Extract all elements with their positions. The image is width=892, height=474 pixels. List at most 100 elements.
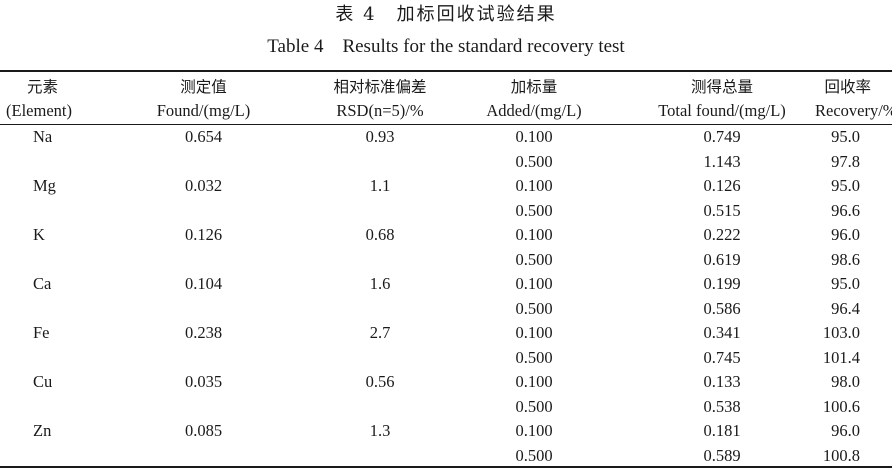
total-found-cell: 1.143 [703,151,741,171]
found-cell: 0.238 [184,323,223,342]
total-found-cell: 0.181 [703,421,741,440]
header-total-found: 测得总量 Total found/(mg/L) [629,74,815,124]
element-cell [0,297,86,322]
recovery-table: 元素 (Element) 测定值 Found/(mg/L) 相对标准偏差 RSD… [0,74,892,468]
added-cell: 0.500 [515,347,553,367]
total-found-cell: 0.199 [703,274,741,293]
found-cell: 0.126 [184,225,223,244]
header-found: 测定值 Found/(mg/L) [86,74,321,124]
element-cell: Ca [33,274,52,293]
rsd-cell [321,150,439,175]
rsd-cell: 0.56 [365,372,395,391]
table-row: Mg 0.032 1.1 0.100 0.126 95.0 [0,174,892,199]
found-cell: 0.654 [184,127,223,146]
recovery-cell: 103.0 [822,323,860,342]
total-found-cell: 0.619 [703,249,741,269]
table-row: 0.500 0.586 96.4 [0,297,892,322]
recovery-cell: 98.6 [831,249,860,269]
found-cell [86,150,321,175]
added-cell: 0.100 [515,225,553,244]
table-header-row: 元素 (Element) 测定值 Found/(mg/L) 相对标准偏差 RSD… [0,74,892,124]
element-cell: Zn [33,421,52,440]
found-cell [86,346,321,371]
table-top-rule [0,70,892,72]
header-recovery: 回收率 Recovery/% [815,74,892,124]
rsd-cell [321,199,439,224]
table-header-rule [0,124,892,125]
added-cell: 0.100 [515,323,553,342]
recovery-cell: 95.0 [831,274,860,293]
added-cell: 0.500 [515,396,553,416]
header-element-cn: 元素 [27,78,59,96]
rsd-cell: 1.6 [369,274,391,293]
added-cell: 0.500 [515,445,553,465]
added-cell: 0.100 [515,176,553,195]
added-cell: 0.500 [515,200,553,220]
element-cell [0,199,86,224]
added-cell: 0.500 [515,249,553,269]
rsd-cell: 0.68 [365,225,395,244]
recovery-cell: 100.6 [822,396,860,416]
recovery-cell: 96.0 [831,421,860,440]
header-rsd-en: RSD(n=5)/% [336,101,424,120]
header-total-found-cn: 测得总量 [690,78,753,96]
element-cell: Na [33,127,53,146]
total-found-cell: 0.126 [703,176,741,195]
header-recovery-en: Recovery/% [815,101,892,120]
rsd-cell [321,346,439,371]
added-cell: 0.500 [515,151,553,171]
recovery-cell: 101.4 [822,347,860,367]
found-cell [86,248,321,273]
table-body: Na 0.654 0.93 0.100 0.749 95.0 0.500 1.143 97.8 M… [0,124,892,468]
table-row: Ca 0.104 1.6 0.100 0.199 95.0 [0,272,892,297]
element-cell: Mg [33,176,56,195]
added-cell: 0.500 [515,298,553,318]
recovery-cell: 98.0 [831,372,860,391]
recovery-cell: 95.0 [831,176,860,195]
header-rsd-cn: 相对标准偏差 [333,78,427,96]
found-cell [86,444,321,469]
rsd-cell: 1.1 [369,176,391,195]
table-row: 0.500 1.143 97.8 [0,150,892,175]
header-element-en: (Element) [6,101,72,120]
header-added-en: Added/(mg/L) [486,101,582,120]
rsd-cell: 1.3 [369,421,391,440]
header-added: 加标量 Added/(mg/L) [439,74,629,124]
rsd-cell [321,248,439,273]
added-cell: 0.100 [515,127,553,146]
added-cell: 0.100 [515,274,553,293]
header-found-cn: 测定值 [180,78,227,96]
table-row: 0.500 0.515 96.6 [0,199,892,224]
recovery-cell: 95.0 [831,127,860,146]
total-found-cell: 0.589 [703,445,741,465]
total-found-cell: 0.515 [703,200,741,220]
found-cell: 0.032 [184,176,223,195]
found-cell: 0.035 [184,372,223,391]
rsd-cell [321,297,439,322]
total-found-cell: 0.538 [703,396,741,416]
total-found-cell: 0.133 [703,372,741,391]
table-row: Na 0.654 0.93 0.100 0.749 95.0 [0,125,892,150]
element-cell [0,150,86,175]
found-cell [86,297,321,322]
rsd-cell: 0.93 [365,127,395,146]
table-row: 0.500 0.538 100.6 [0,395,892,420]
element-cell: Cu [33,372,53,391]
header-found-en: Found/(mg/L) [156,101,251,120]
found-cell [86,199,321,224]
added-cell: 0.100 [515,421,553,440]
header-added-cn: 加标量 [510,78,558,96]
element-cell [0,346,86,371]
header-recovery-cn: 回收率 [824,78,871,96]
recovery-cell: 96.4 [831,298,860,318]
total-found-cell: 0.745 [703,347,741,367]
table-row: Cu 0.035 0.56 0.100 0.133 98.0 [0,370,892,395]
recovery-cell: 96.0 [831,225,860,244]
rsd-cell: 2.7 [369,323,391,342]
element-cell [0,395,86,420]
table-row: Fe 0.238 2.7 0.100 0.341 103.0 [0,321,892,346]
recovery-cell: 96.6 [831,200,860,220]
table-bottom-rule [0,466,892,468]
recovery-cell: 97.8 [831,151,860,171]
added-cell: 0.100 [515,372,553,391]
